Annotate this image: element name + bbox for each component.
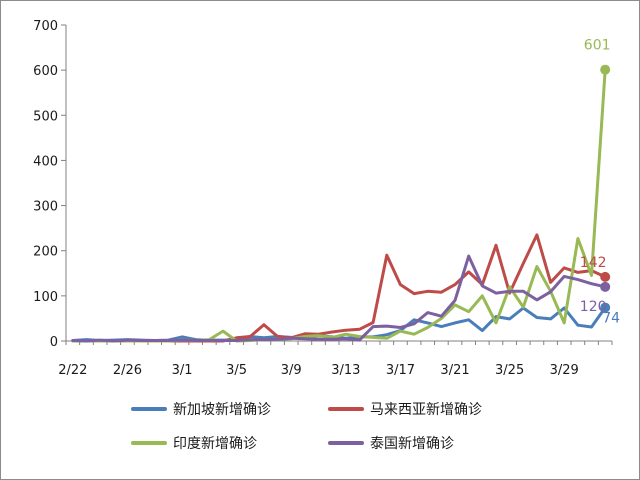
y-tick-label: 400 (33, 154, 58, 169)
y-tick-label: 0 (50, 335, 58, 350)
x-tick-label: 3/5 (226, 363, 247, 378)
series-end-label-1: 142 (580, 255, 607, 271)
x-tick-label: 2/22 (58, 363, 87, 378)
series-line-2 (71, 68, 607, 343)
end-labels: 74 142 601 120 (580, 38, 620, 327)
series-line-3 (71, 254, 607, 343)
series-end-point-2 (600, 64, 611, 75)
x-tick-label: 3/17 (386, 363, 415, 378)
y-tick-label: 200 (33, 245, 58, 260)
x-tick-label: 3/1 (172, 363, 193, 378)
x-tick-label: 3/21 (440, 363, 469, 378)
y-axis: 0 100 200 300 400 500 600 700 (33, 19, 67, 350)
y-tick-label: 300 (33, 200, 58, 215)
x-tick-label: 3/25 (495, 363, 524, 378)
series-end-label-3: 120 (580, 299, 607, 315)
x-tick-label: 3/9 (281, 363, 302, 378)
x-tick-label: 2/26 (113, 363, 142, 378)
series-end-point-1 (600, 271, 611, 282)
legend-label-2: 印度新增确诊 (173, 436, 257, 452)
x-tick-label: 3/29 (550, 363, 579, 378)
y-tick-label: 500 (33, 109, 58, 124)
y-tick-label: 700 (33, 19, 58, 34)
x-tick-label: 3/13 (331, 363, 360, 378)
y-tick-label: 100 (33, 290, 58, 305)
legend-label-1: 马来西亚新增确诊 (370, 402, 482, 418)
legend-label-3: 泰国新增确诊 (370, 436, 454, 452)
series-end-point-3 (600, 281, 611, 292)
x-axis: 2/22 2/26 3/1 3/5 3/9 3/13 3/17 3/21 3/25 3/29 (58, 340, 613, 378)
series-group (71, 64, 611, 343)
series-end-label-2: 601 (584, 38, 611, 54)
series-end-label-0: 74 (602, 311, 620, 327)
series-end-point-0 (600, 302, 611, 313)
legend-label-0: 新加坡新增确诊 (173, 402, 271, 418)
y-tick-label: 600 (33, 64, 58, 79)
series-line-1 (71, 233, 607, 343)
